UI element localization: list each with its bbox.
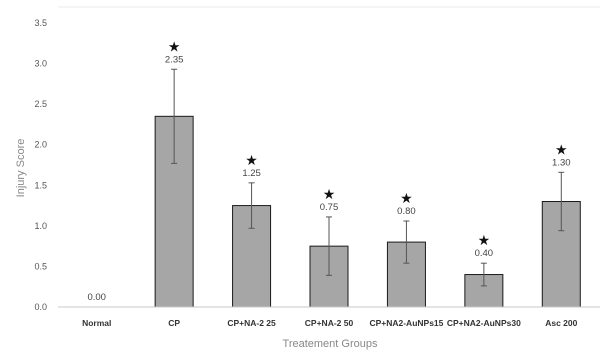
- category-label: CP: [168, 318, 180, 328]
- data-label: 2.35: [165, 54, 184, 65]
- y-tick-label: 2.0: [34, 140, 47, 150]
- category-label: CP+NA2-AuNPs30: [447, 318, 521, 328]
- significance-star: ★: [400, 190, 413, 206]
- y-tick-label: 1.0: [34, 221, 47, 231]
- x-axis-title: Treatement Groups: [283, 338, 378, 350]
- data-label: 1.30: [552, 157, 571, 168]
- y-axis-title: Injury Score: [15, 139, 27, 198]
- y-tick-label: 1.5: [34, 180, 47, 190]
- significance-star: ★: [323, 186, 336, 202]
- category-label: Asc 200: [545, 318, 577, 328]
- data-label: 0.75: [320, 202, 339, 213]
- data-label: 1.25: [242, 168, 261, 179]
- category-label: CP+NA-2 25: [227, 318, 276, 328]
- significance-star: ★: [168, 38, 181, 54]
- significance-star: ★: [478, 232, 491, 248]
- data-label: 0.40: [475, 248, 494, 259]
- y-tick-label: 3.0: [34, 59, 47, 69]
- data-label: 0.00: [87, 292, 106, 303]
- y-tick-label: 0.0: [34, 302, 47, 312]
- category-label: CP+NA-2 50: [305, 318, 354, 328]
- bar: [464, 274, 504, 308]
- category-label: CP+NA2-AuNPs15: [369, 318, 443, 328]
- y-tick-label: 0.5: [34, 261, 47, 271]
- data-label: 0.80: [397, 206, 416, 217]
- y-tick-label: 3.5: [34, 18, 47, 28]
- significance-star: ★: [555, 141, 568, 157]
- category-label: Normal: [82, 318, 111, 328]
- y-tick-label: 2.5: [34, 99, 47, 109]
- significance-star: ★: [245, 152, 258, 168]
